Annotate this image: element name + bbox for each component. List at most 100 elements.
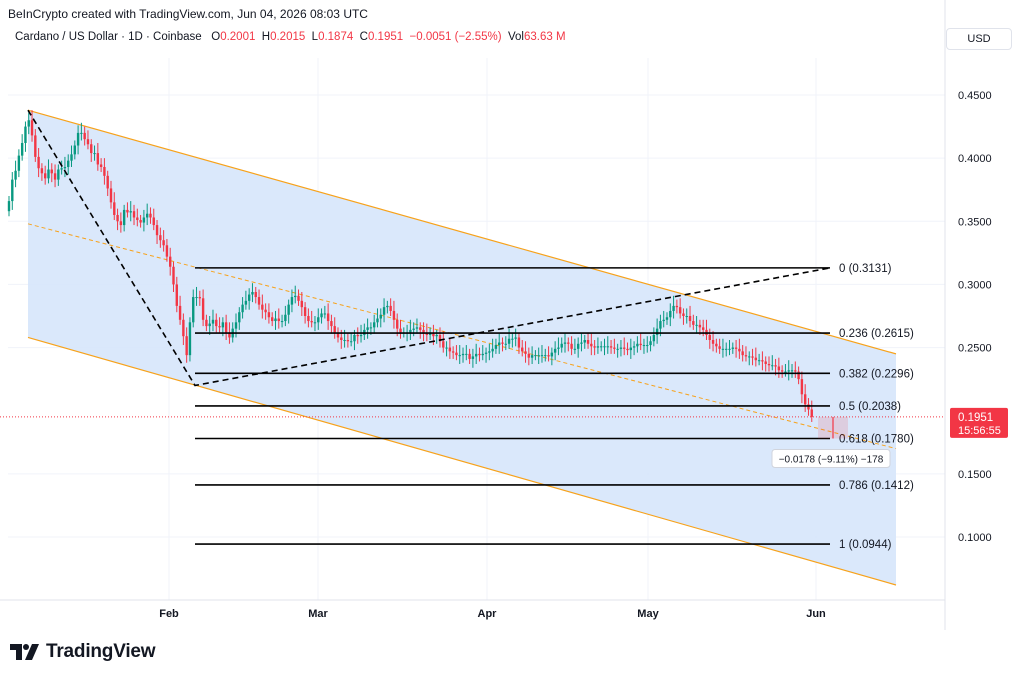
candle-body	[428, 333, 432, 335]
candle-body	[458, 355, 461, 357]
candle-body	[442, 341, 445, 348]
candle-body	[800, 379, 804, 395]
candle-body	[471, 356, 475, 359]
candle-body	[771, 365, 774, 367]
close-value: 0.1951	[367, 31, 404, 43]
candle-body	[155, 225, 159, 236]
candle-body	[343, 339, 346, 341]
candle-body	[109, 188, 113, 203]
candle-body	[169, 256, 172, 267]
candle-body	[145, 213, 149, 218]
candle-body	[27, 120, 30, 127]
symbol-title[interactable]: Cardano / US Dollar · 1D · Coinbase	[15, 31, 202, 43]
candle-body	[435, 334, 438, 337]
candle-body	[224, 322, 228, 333]
candle-body	[678, 307, 682, 314]
candle-body	[211, 319, 215, 324]
candle-body	[738, 348, 741, 352]
candle-body	[715, 343, 718, 347]
candle-body	[711, 339, 715, 344]
price-axis[interactable]: 0.4500 0.4000 0.3500 0.3000 0.2500 0.1500 0.10…	[944, 0, 992, 630]
candle-body	[182, 319, 185, 337]
candle-body	[11, 179, 14, 202]
candle-body	[764, 361, 767, 364]
candle-body	[580, 342, 583, 344]
candle-body	[326, 313, 330, 322]
fib-level-label: 1 (0.0944)	[839, 539, 892, 551]
candle-body	[290, 297, 294, 305]
candle-body	[353, 334, 356, 342]
candle-body	[379, 314, 382, 319]
candle-body	[527, 353, 531, 358]
trend-lines[interactable]	[27, 109, 831, 387]
candle-body	[725, 348, 728, 350]
candle-body	[119, 221, 123, 226]
candle-body	[741, 351, 744, 356]
candle-body	[511, 338, 514, 340]
candle-body	[20, 142, 24, 156]
currency-button[interactable]: USD	[946, 28, 1012, 50]
candle-body	[534, 355, 537, 357]
candle-body	[244, 300, 248, 305]
candle-body	[672, 305, 675, 311]
candle-body	[14, 170, 17, 180]
candle-body	[313, 322, 317, 324]
time-axis[interactable]: Feb Mar Apr May Jun	[0, 599, 945, 620]
channel-fill	[28, 110, 896, 585]
candle-body	[99, 164, 103, 167]
candle-body	[366, 327, 369, 330]
candle-body	[718, 346, 721, 349]
candle-body	[501, 342, 504, 344]
candle-body	[600, 346, 603, 348]
close-label: C	[359, 31, 368, 43]
y-tick-label: 0.3500	[958, 216, 992, 228]
candle-body	[530, 355, 534, 358]
tradingview-logo[interactable]: TradingView	[10, 641, 156, 663]
candle-body	[652, 334, 656, 342]
candle-body	[228, 332, 231, 338]
candle-body	[396, 319, 399, 329]
candle-body	[675, 305, 679, 308]
fib-level-label: 0.5 (0.2038)	[839, 401, 901, 413]
candle-body	[303, 307, 307, 316]
candle-body	[172, 266, 175, 285]
candle-body	[754, 357, 758, 361]
candle-body	[218, 326, 221, 328]
candle-body	[708, 334, 711, 340]
fib-anchor-trendline	[27, 109, 831, 387]
candle-body	[521, 347, 524, 352]
candle-body	[734, 347, 738, 349]
fib-retracement[interactable]: 0 (0.3131) 0.236 (0.2615) 0.382 (0.2296) 0.…	[195, 263, 914, 551]
candle-body	[83, 132, 86, 140]
candle-body	[606, 346, 609, 348]
candle-body	[537, 355, 540, 357]
candle-body	[372, 322, 376, 328]
candle-body	[76, 132, 80, 146]
fib-level-label: 0 (0.3131)	[839, 263, 892, 275]
candle-body	[142, 217, 146, 223]
candle-body	[623, 347, 626, 349]
candle-body	[333, 326, 336, 333]
candle-body	[787, 370, 790, 372]
candle-body	[238, 312, 241, 323]
fib-level-label: 0.236 (0.2615)	[839, 328, 914, 340]
candle-body	[596, 346, 600, 348]
candle-body	[7, 201, 11, 212]
candle-body	[132, 211, 136, 218]
candle-body	[159, 235, 162, 241]
volume-label: Vol	[508, 31, 524, 43]
candle-body	[399, 328, 402, 333]
candle-body	[201, 298, 205, 320]
candle-body	[629, 347, 633, 351]
candle-body	[655, 328, 659, 335]
candle-body	[70, 154, 73, 161]
ohlc-legend: Cardano / US Dollar · 1D · Coinbase O0.2…	[15, 31, 566, 43]
candle-body	[376, 318, 379, 323]
candle-body	[63, 166, 67, 169]
y-tick-label: 0.3000	[958, 279, 992, 291]
candle-body	[369, 327, 373, 329]
candle-body	[280, 321, 284, 323]
high-label: H	[261, 31, 271, 43]
candle-body	[356, 334, 359, 337]
